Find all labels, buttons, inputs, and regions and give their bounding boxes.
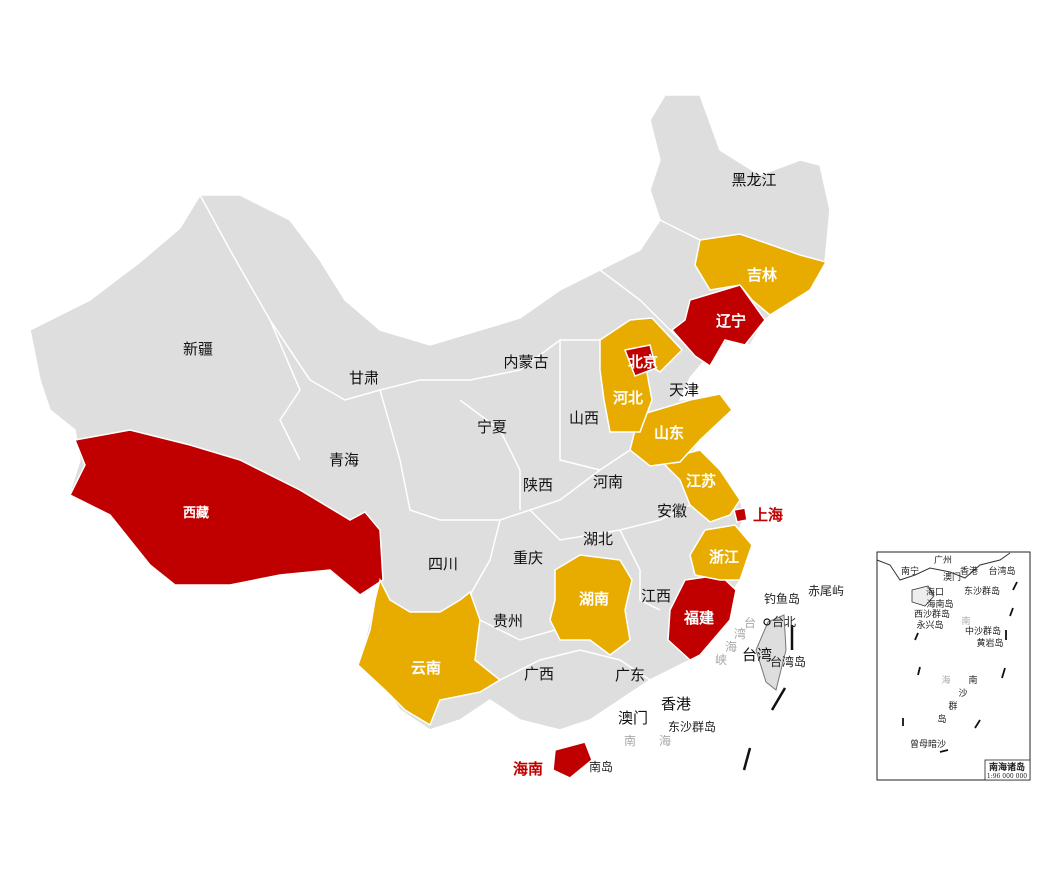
label-liaoning: 辽宁 bbox=[716, 312, 746, 330]
label-hunan: 湖南 bbox=[579, 590, 609, 608]
label-yunnan: 云南 bbox=[411, 659, 441, 677]
label-nanhai-1: 南 bbox=[624, 733, 636, 748]
label-xianggang: 香港 bbox=[661, 695, 691, 713]
label-taibei: 台北 bbox=[772, 614, 796, 629]
inset-label: 东沙群岛 bbox=[964, 585, 1000, 597]
province-beijing[interactable] bbox=[623, 344, 657, 377]
label-jilin: 吉林 bbox=[747, 266, 778, 284]
inset-label: 曾母暗沙 bbox=[910, 738, 946, 750]
label-guizhou: 贵州 bbox=[493, 612, 523, 630]
label-xizang: 西藏 bbox=[183, 505, 209, 521]
inset-label: 黄岩岛 bbox=[976, 637, 1003, 649]
label-aomen: 澳门 bbox=[618, 709, 648, 727]
label-heilongjiang: 黑龙江 bbox=[731, 171, 776, 189]
boundary-dashes bbox=[742, 625, 794, 771]
label-beijing: 北京 bbox=[628, 353, 658, 371]
label-zhejiang: 浙江 bbox=[709, 548, 739, 566]
label-anhui: 安徽 bbox=[657, 502, 687, 520]
label-hubei: 湖北 bbox=[583, 530, 613, 548]
inset-label: 香港 bbox=[960, 565, 978, 577]
taibei-marker bbox=[763, 618, 771, 626]
province-zhejiang[interactable] bbox=[689, 524, 753, 581]
label-taiwan-dao: 台湾岛 bbox=[770, 654, 806, 669]
inset-label: 南 bbox=[961, 615, 970, 627]
inset-label: 中沙群岛 bbox=[965, 625, 1001, 637]
inset-label: 沙 bbox=[958, 688, 967, 699]
inset-label: 海口 bbox=[926, 586, 944, 598]
inset-label: 岛 bbox=[937, 713, 946, 725]
label-xinjiang: 新疆 bbox=[183, 340, 213, 358]
province-shanghai[interactable] bbox=[733, 507, 748, 523]
label-strait-3: 海 bbox=[725, 639, 737, 654]
province-shandong[interactable] bbox=[629, 393, 734, 467]
label-sichuan: 四川 bbox=[428, 555, 458, 573]
label-strait-1: 台 bbox=[744, 615, 756, 630]
province-liaoning[interactable] bbox=[670, 284, 766, 368]
label-neimenggu: 内蒙古 bbox=[503, 353, 548, 371]
province-jiangsu[interactable] bbox=[658, 449, 741, 523]
province-hunan[interactable] bbox=[549, 554, 633, 656]
label-fujian: 福建 bbox=[683, 609, 715, 627]
label-dongsha: 东沙群岛 bbox=[668, 719, 716, 734]
inset-label: 台湾岛 bbox=[988, 565, 1015, 577]
label-shaanxi: 陕西 bbox=[523, 476, 553, 494]
province-yunnan[interactable] bbox=[357, 577, 502, 727]
province-jilin[interactable] bbox=[694, 233, 828, 316]
inset-label: 永兴岛 bbox=[916, 619, 943, 631]
province-hainan[interactable] bbox=[552, 741, 593, 779]
label-nanhai-2: 海 bbox=[659, 733, 671, 748]
label-strait-4: 峡 bbox=[715, 653, 727, 667]
label-qinghai: 青海 bbox=[329, 451, 359, 469]
province-hebei[interactable] bbox=[599, 317, 684, 433]
inset-label: 西沙群岛 bbox=[914, 608, 950, 620]
inset-label: 澳门 bbox=[943, 571, 961, 583]
label-shandong: 山东 bbox=[654, 424, 684, 442]
label-guangxi: 广西 bbox=[524, 665, 554, 683]
label-tianjin: 天津 bbox=[669, 381, 699, 399]
label-shanghai: 上海 bbox=[753, 506, 783, 524]
inset-scale: 1:96 000 000 bbox=[987, 773, 1027, 780]
label-taiwan: 台湾 bbox=[742, 646, 772, 664]
inset-label: 广州 bbox=[934, 554, 952, 566]
map-labels: 黑龙江 吉林 辽宁 北京 天津 河北 山东 内蒙古 新疆 甘肃 宁夏 山西 青海… bbox=[183, 171, 844, 778]
label-jiangsu: 江苏 bbox=[686, 472, 716, 490]
label-chongqing: 重庆 bbox=[513, 549, 543, 567]
label-strait-2: 湾 bbox=[734, 626, 746, 641]
label-hainan-dao: 南岛 bbox=[589, 759, 613, 774]
taiwan-island[interactable] bbox=[755, 614, 787, 691]
inset-title: 南海诸岛 bbox=[989, 761, 1025, 773]
label-diaoyu: 钓鱼岛 bbox=[764, 591, 800, 606]
label-hebei: 河北 bbox=[613, 389, 643, 407]
label-ningxia: 宁夏 bbox=[477, 418, 507, 436]
label-gansu: 甘肃 bbox=[349, 369, 379, 387]
label-chiwei: 赤尾屿 bbox=[808, 584, 844, 598]
inset-label: 南宁 bbox=[901, 565, 919, 577]
label-jiangxi: 江西 bbox=[641, 587, 671, 605]
inset-label: 海南岛 bbox=[926, 598, 953, 610]
inset-label: 海 bbox=[941, 674, 950, 686]
province-borders bbox=[199, 194, 701, 681]
label-henan: 河南 bbox=[593, 473, 623, 491]
label-hainan: 海南 bbox=[513, 760, 543, 778]
label-guangdong: 广东 bbox=[615, 666, 645, 684]
inset-label: 群 bbox=[948, 700, 957, 712]
south-china-sea-inset: 南宁 广州 香港 澳门 台湾岛 海口 东沙群岛 海南岛 西沙群岛 永兴岛 中沙群… bbox=[876, 551, 1031, 781]
inset-label: 南 bbox=[968, 674, 977, 686]
province-xizang[interactable] bbox=[68, 429, 384, 596]
label-shanxi: 山西 bbox=[569, 409, 599, 427]
